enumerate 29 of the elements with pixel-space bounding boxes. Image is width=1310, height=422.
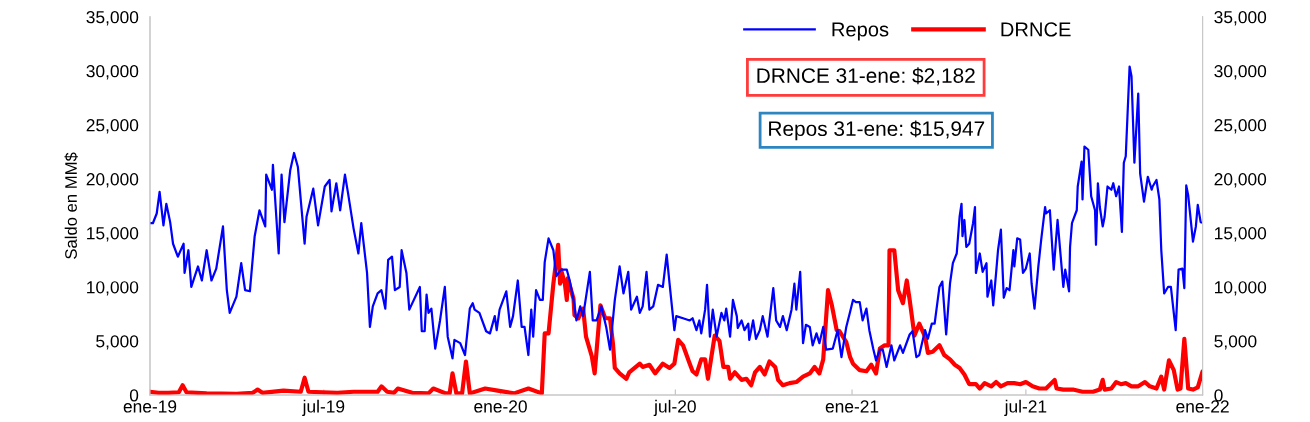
y2-tick-label: 10,000 — [1215, 281, 1267, 296]
y-tick-label: 35,000 — [86, 11, 139, 26]
y-axis-title: Saldo en MM$ — [64, 152, 78, 259]
legend-label: DRNCE — [1001, 22, 1071, 37]
x-tick-label: ene-20 — [474, 400, 527, 413]
x-tick-label: ene-21 — [825, 400, 879, 413]
y2-tick-label: 15,000 — [1215, 227, 1267, 242]
x-tick-label: ene-22 — [1176, 400, 1229, 413]
y2-tick-label: 25,000 — [1214, 119, 1267, 134]
line-series — [149, 65, 1203, 369]
y-tick-label: 25,000 — [86, 119, 139, 134]
y-tick-label: 30,000 — [86, 65, 139, 80]
y2-tick-label: 5,000 — [1214, 335, 1257, 350]
x-tick-label: ene-19 — [123, 400, 177, 413]
x-tick-label: jul-19 — [302, 399, 345, 417]
annotation: Repos 31-ene: $15,947 — [769, 120, 985, 141]
annotation: DRNCE 31-ene: $2,182 — [757, 67, 975, 86]
x-tick-label: jul-21 — [1004, 399, 1047, 417]
x-tick-label: jul-20 — [653, 399, 696, 417]
y2-tick-label: 30,000 — [1214, 65, 1267, 80]
legend-label: Repos — [832, 22, 889, 41]
y-tick-label: 20,000 — [86, 173, 139, 188]
y-tick-label: 10,000 — [87, 281, 139, 296]
y2-tick-label: 35,000 — [1214, 11, 1267, 26]
y2-tick-label: 20,000 — [1214, 173, 1267, 188]
y2-tick-label: 0 — [1214, 389, 1223, 402]
y-tick-label: 15,000 — [87, 227, 139, 242]
y-tick-label: 0 — [129, 389, 139, 402]
y-tick-label: 5,000 — [96, 335, 139, 350]
